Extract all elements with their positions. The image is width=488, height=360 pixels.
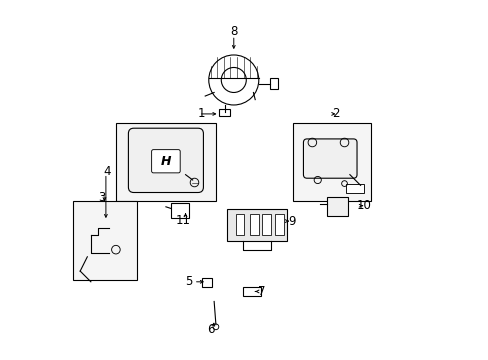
Text: 5: 5 — [185, 275, 192, 288]
Bar — [292, 123, 370, 202]
Text: 4: 4 — [103, 165, 110, 177]
Text: 11: 11 — [175, 213, 190, 226]
Bar — [73, 202, 137, 280]
Text: 10: 10 — [356, 199, 371, 212]
FancyBboxPatch shape — [303, 139, 356, 178]
Text: 6: 6 — [206, 323, 214, 336]
Bar — [116, 123, 216, 202]
Bar — [201, 278, 212, 287]
Bar — [219, 109, 230, 116]
Bar — [262, 214, 271, 235]
Text: 1: 1 — [198, 107, 205, 120]
Bar — [235, 214, 244, 235]
Text: 7: 7 — [257, 285, 265, 298]
Bar — [249, 214, 258, 235]
Text: 8: 8 — [230, 25, 237, 38]
Text: H: H — [161, 155, 171, 168]
FancyBboxPatch shape — [128, 128, 203, 193]
Bar — [243, 287, 261, 296]
Text: 3: 3 — [98, 191, 105, 204]
Bar — [226, 208, 287, 241]
Bar — [326, 197, 347, 216]
FancyBboxPatch shape — [151, 150, 180, 173]
Bar — [274, 214, 283, 235]
Text: 2: 2 — [331, 107, 339, 120]
Text: 9: 9 — [287, 215, 295, 228]
Bar — [346, 184, 364, 193]
Bar — [269, 78, 278, 89]
Bar — [171, 203, 189, 217]
